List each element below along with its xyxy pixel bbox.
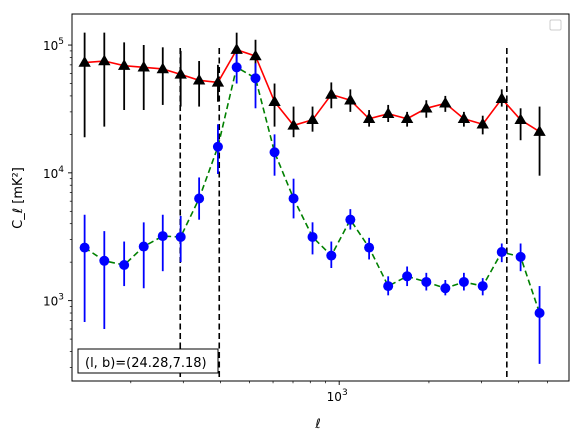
series-1-point	[250, 73, 261, 84]
series-1-point	[157, 231, 168, 242]
series-0-point	[230, 43, 243, 54]
series-1-point	[99, 255, 110, 266]
y-tick-label: 103	[43, 293, 64, 309]
legend-box	[549, 19, 562, 31]
series-1-point	[421, 276, 432, 287]
y-tick-label: 105	[43, 37, 64, 53]
series-1-point	[534, 308, 545, 319]
series-1-point	[383, 281, 394, 292]
series-0-point	[476, 117, 489, 129]
series-0-point	[457, 112, 471, 123]
series-1-point	[231, 62, 242, 73]
series-1-point	[364, 242, 375, 253]
series-1-point	[119, 260, 130, 271]
y-axis-label: C_ℓ [mK²]	[11, 167, 26, 229]
series-1-point	[477, 281, 488, 292]
vertical-reference-lines	[179, 48, 508, 381]
series-0-point	[420, 101, 433, 113]
series-0-point	[362, 112, 376, 123]
series-0-point	[78, 56, 91, 67]
series-0-point	[533, 125, 546, 136]
series-1-point	[212, 141, 223, 152]
series-0-point	[174, 67, 187, 79]
series-1-point	[326, 250, 337, 261]
series-0-point	[514, 113, 527, 125]
series-1-point	[175, 231, 186, 242]
series-1-point	[194, 193, 205, 204]
series-0-point	[400, 112, 414, 123]
series-1-point	[402, 271, 413, 282]
series-1-point	[515, 251, 526, 262]
series-0-point	[211, 75, 225, 87]
x-axis-label: ℓ	[314, 417, 320, 432]
series-1-point	[458, 276, 469, 287]
series-1-point	[345, 214, 356, 225]
series-0-point	[495, 92, 508, 103]
series-1-point	[496, 247, 507, 258]
annotation-text: (l, b)=(24.28,7.18)	[85, 356, 207, 371]
series-0-point	[325, 88, 338, 99]
series-layer	[78, 32, 546, 364]
series-0-point	[268, 95, 281, 106]
series-1-point	[440, 283, 451, 294]
series-1	[79, 54, 545, 364]
series-0-point	[156, 62, 169, 74]
series-0-point	[98, 54, 111, 66]
axis-ticks: 103 103 104 105	[43, 37, 548, 404]
series-0-point	[306, 113, 319, 125]
series-1-point	[138, 241, 149, 252]
series-0-point	[192, 73, 206, 85]
series-0-point	[344, 93, 357, 105]
series-0	[78, 32, 546, 176]
series-0-point	[287, 118, 300, 130]
x-tick-label: 103	[327, 388, 348, 404]
series-1-point	[269, 147, 280, 158]
series-0-point	[249, 49, 262, 61]
annotation-box: (l, b)=(24.28,7.18)	[77, 348, 219, 374]
series-1-point	[288, 193, 299, 204]
annotation-frame	[77, 348, 219, 374]
series-1-point	[307, 231, 318, 242]
series-0-point	[439, 96, 452, 108]
series-0-point	[382, 107, 395, 118]
series-0-point	[137, 60, 150, 72]
plot-frame	[71, 13, 570, 382]
series-1-point	[79, 242, 90, 253]
y-tick-label: 104	[43, 165, 64, 181]
series-0-point	[117, 59, 131, 70]
